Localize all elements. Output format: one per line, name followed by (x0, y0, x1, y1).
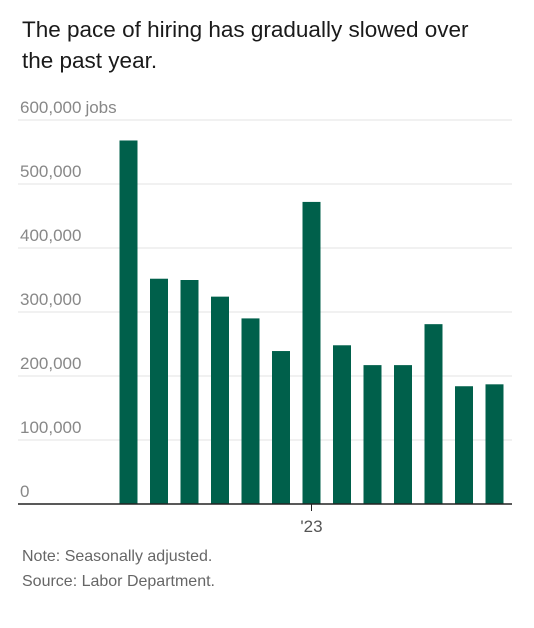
bar (424, 324, 443, 504)
chart-title: The pace of hiring has gradually slowed … (22, 17, 469, 73)
bar (394, 365, 412, 504)
y-tick-label: 300,000 (20, 290, 81, 309)
y-tick-label: 100,000 (20, 418, 81, 437)
x-tick-label: '23 (300, 517, 322, 536)
bar (363, 365, 382, 504)
bar (333, 345, 351, 504)
y-tick-label: 400,000 (20, 226, 81, 245)
y-tick-label: 600,000 jobs (20, 98, 117, 117)
bar-chart: 0 100,000 200,000 300,000 400,000 500,000 600,… (18, 98, 512, 536)
bar (272, 351, 290, 504)
bar (150, 278, 168, 504)
bar (302, 201, 321, 505)
bar (455, 386, 473, 504)
y-tick-label: 200,000 (20, 354, 81, 373)
bar (119, 140, 138, 505)
bars (119, 140, 504, 505)
bar (211, 296, 229, 504)
source-text: Source: Labor Department. (22, 573, 215, 590)
note-text: Note: Seasonally adjusted. (22, 548, 213, 565)
bar (485, 384, 504, 504)
bar (180, 280, 199, 504)
y-tick-label: 500,000 (20, 162, 81, 181)
y-axis-ticks: 0 100,000 200,000 300,000 400,000 500,000 600,… (20, 98, 117, 501)
footnotes: Note: Seasonally adjusted. Source: Labor… (22, 544, 215, 594)
y-tick-label: 0 (20, 482, 29, 501)
gridlines (18, 119, 512, 441)
x-axis-ticks: '23 (18, 503, 512, 536)
bar (241, 318, 260, 504)
y-axis-unit: jobs (84, 98, 116, 117)
